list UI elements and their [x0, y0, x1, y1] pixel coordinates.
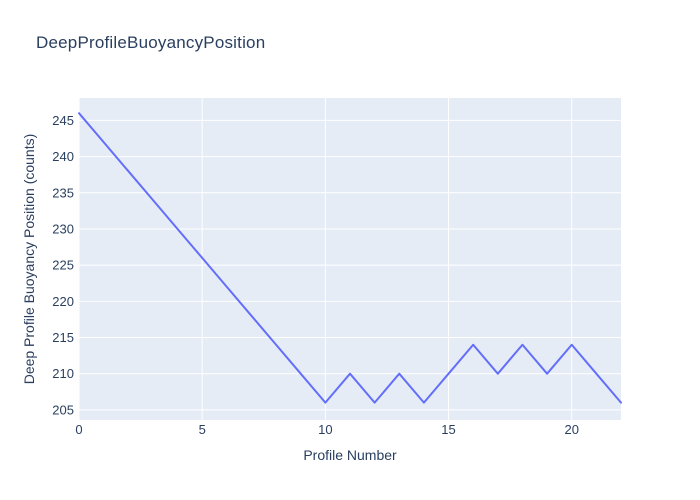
y-tick-label: 245	[52, 113, 74, 128]
y-tick-label: 230	[52, 221, 74, 236]
plot-area[interactable]	[79, 98, 621, 420]
x-tick-label: 10	[318, 422, 332, 437]
y-tick-label: 225	[52, 258, 74, 273]
y-tick-label: 235	[52, 185, 74, 200]
y-tick-label: 205	[52, 402, 74, 417]
data-line-series[interactable]	[78, 112, 622, 404]
y-tick-label: 220	[52, 294, 74, 309]
x-tick-label: 5	[199, 422, 206, 437]
y-axis-title: Deep Profile Buoyancy Position (counts)	[21, 133, 37, 385]
y-tick-label: 210	[52, 366, 74, 381]
x-tick-label: 20	[564, 422, 578, 437]
y-tick-label: 240	[52, 149, 74, 164]
x-tick-label: 0	[75, 422, 82, 437]
x-axis-title: Profile Number	[303, 447, 397, 463]
y-tick-label: 215	[52, 330, 74, 345]
chart-title: DeepProfileBuoyancyPosition	[36, 33, 266, 52]
x-tick-label: 15	[441, 422, 455, 437]
